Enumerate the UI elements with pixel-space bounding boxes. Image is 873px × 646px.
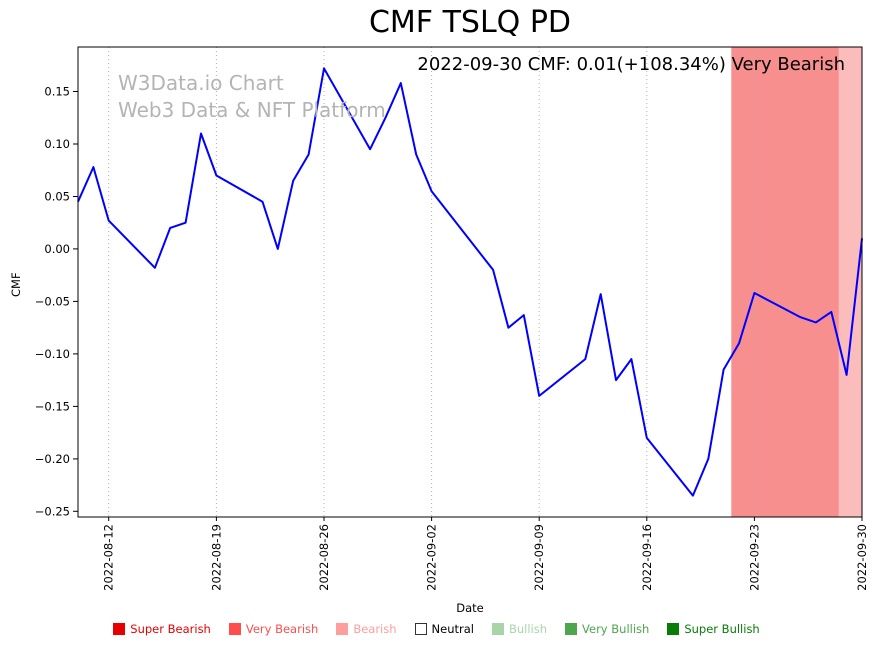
x-tick-label: 2022-09-30 xyxy=(855,524,869,591)
watermark-line2: Web3 Data & NFT Platform xyxy=(118,98,386,122)
legend-item-super-bearish: Super Bearish xyxy=(113,622,211,636)
cmf-annotation: 2022-09-30 CMF: 0.01(+108.34%) Very Bear… xyxy=(417,54,845,75)
legend-label: Very Bullish xyxy=(582,622,650,636)
legend-swatch-icon xyxy=(336,623,349,635)
legend-item-neutral: Neutral xyxy=(414,622,474,636)
axes-frame xyxy=(77,46,863,518)
y-tick-label: −0.20 xyxy=(35,452,70,466)
x-tick-label: 2022-08-26 xyxy=(317,524,331,591)
legend: Super Bearish Very Bearish Bearish Neutral B… xyxy=(0,618,873,640)
legend-item-bearish: Bearish xyxy=(336,622,397,636)
y-tick-label: 0.00 xyxy=(44,242,70,256)
y-tick-label: −0.05 xyxy=(35,294,70,308)
legend-swatch-icon xyxy=(228,623,241,635)
legend-label: Bearish xyxy=(353,622,397,636)
highlight-region-very-bearish xyxy=(731,47,839,517)
legend-label: Bullish xyxy=(508,622,548,636)
legend-label: Very Bearish xyxy=(245,622,319,636)
x-tick-label: 2022-08-19 xyxy=(209,524,223,591)
x-tick-label: 2022-09-16 xyxy=(640,524,654,591)
x-tick-label: 2022-08-12 xyxy=(102,524,116,591)
legend-swatch-icon xyxy=(565,623,578,635)
legend-item-very-bullish: Very Bullish xyxy=(565,622,649,636)
highlight-region-bearish xyxy=(838,47,862,517)
y-tick-label: 0.05 xyxy=(44,190,70,204)
chart-title: CMF TSLQ PD xyxy=(368,5,572,40)
y-tick-label: −0.25 xyxy=(35,504,70,518)
y-axis-title: CMF xyxy=(9,272,23,297)
legend-swatch-icon xyxy=(113,623,126,635)
cmf-line xyxy=(77,67,863,497)
legend-swatch-icon xyxy=(667,623,680,635)
watermark: W3Data.io Chart Web3 Data & NFT Platform xyxy=(118,70,386,124)
x-tick-label: 2022-09-23 xyxy=(747,524,761,591)
x-tick-label: 2022-09-09 xyxy=(532,524,546,591)
y-tick-label: 0.15 xyxy=(44,85,70,99)
y-tick-label: −0.10 xyxy=(35,347,70,361)
legend-item-super-bullish: Super Bullish xyxy=(667,622,760,636)
y-tick-label: 0.10 xyxy=(44,137,70,151)
watermark-line1: W3Data.io Chart xyxy=(118,71,284,95)
legend-item-bullish: Bullish xyxy=(491,622,548,636)
legend-swatch-icon xyxy=(414,623,427,635)
y-tick-label: −0.15 xyxy=(35,399,70,413)
legend-swatch-icon xyxy=(491,623,504,635)
legend-label: Super Bullish xyxy=(684,622,760,636)
legend-label: Neutral xyxy=(431,622,474,636)
legend-label: Super Bearish xyxy=(130,622,211,636)
legend-item-very-bearish: Very Bearish xyxy=(228,622,319,636)
x-axis-title: Date xyxy=(456,601,484,615)
x-tick-label: 2022-09-02 xyxy=(425,524,439,591)
